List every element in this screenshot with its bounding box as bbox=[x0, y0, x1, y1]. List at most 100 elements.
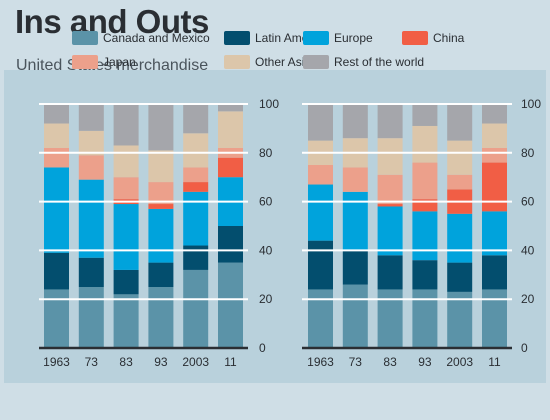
bar-segment bbox=[148, 262, 174, 287]
x-tick-label: 83 bbox=[119, 355, 133, 369]
legend: Canada and Mexico Latin America Europe Chin… bbox=[72, 27, 542, 75]
legend-swatch bbox=[402, 31, 428, 45]
y-tick-label: 0 bbox=[259, 341, 266, 355]
bar-segment bbox=[482, 104, 507, 124]
bar-segment bbox=[183, 133, 209, 168]
y-tick-label: 60 bbox=[521, 195, 535, 209]
x-tick-label: 11 bbox=[488, 355, 501, 369]
y-tick-label: 40 bbox=[521, 243, 535, 257]
bar-segment bbox=[377, 255, 403, 290]
bar-segment bbox=[218, 262, 243, 348]
bar-segment bbox=[218, 157, 243, 178]
bar-segment bbox=[447, 140, 473, 175]
chart-title: Ins and Outs bbox=[15, 3, 209, 40]
bar-segment bbox=[78, 104, 104, 131]
y-tick-label: 100 bbox=[259, 97, 279, 111]
bar-segment bbox=[342, 104, 368, 139]
x-tick-label: 73 bbox=[85, 355, 99, 369]
bar-segment bbox=[113, 177, 139, 200]
bar-segment bbox=[183, 191, 209, 246]
bar-segment bbox=[113, 204, 139, 270]
x-tick-label: 2003 bbox=[446, 355, 473, 369]
bar-segment bbox=[183, 167, 209, 183]
legend-label: China bbox=[433, 31, 465, 45]
bar-segment bbox=[148, 287, 174, 348]
x-tick-label: 2003 bbox=[182, 355, 209, 369]
bar-segment bbox=[412, 104, 438, 126]
x-tick-label: 1963 bbox=[43, 355, 70, 369]
bar-segment bbox=[183, 269, 209, 348]
y-tick-label: 0 bbox=[521, 341, 528, 355]
legend-label: Japan bbox=[103, 55, 136, 69]
x-tick-label: 1963 bbox=[307, 355, 334, 369]
bar-segment bbox=[148, 104, 174, 151]
bar-segment bbox=[148, 150, 174, 183]
bar-segment bbox=[377, 204, 403, 207]
bar-segment bbox=[148, 208, 174, 263]
legend-swatch bbox=[303, 55, 329, 69]
bar-segment bbox=[113, 294, 139, 348]
bar-segment bbox=[308, 104, 333, 141]
bar-segment bbox=[447, 104, 473, 141]
legend-swatch bbox=[303, 31, 329, 45]
legend-item: China bbox=[402, 27, 464, 49]
legend-item: Rest of the world bbox=[303, 51, 424, 73]
y-tick-label: 20 bbox=[521, 292, 535, 306]
y-tick-label: 40 bbox=[259, 243, 273, 257]
bar-segment bbox=[113, 145, 139, 178]
bar-segment bbox=[78, 257, 104, 287]
bar-segment bbox=[412, 260, 438, 290]
bar-segment bbox=[44, 104, 69, 124]
legend-swatch bbox=[72, 55, 98, 69]
bar-segment bbox=[412, 162, 438, 200]
chart-subtitle: United States merchandise bbox=[16, 57, 209, 74]
bar-segment bbox=[183, 104, 209, 134]
x-tick-label: 83 bbox=[383, 355, 397, 369]
legend-swatch bbox=[72, 31, 98, 45]
bar-segment bbox=[447, 291, 473, 348]
bar-segment bbox=[78, 179, 104, 258]
bar-segment bbox=[183, 245, 209, 270]
legend-label: Canada and Mexico bbox=[103, 31, 210, 45]
bar-segment bbox=[482, 162, 507, 212]
bar-segment bbox=[113, 104, 139, 146]
y-tick-label: 20 bbox=[259, 292, 273, 306]
legend-item: Europe bbox=[303, 27, 373, 49]
bar-segment bbox=[78, 155, 104, 180]
bar-segment bbox=[44, 147, 69, 168]
bar-segment bbox=[377, 174, 403, 205]
bar-segment bbox=[218, 111, 243, 148]
bar-segment bbox=[377, 104, 403, 139]
bar-segment bbox=[78, 287, 104, 348]
bar-segment bbox=[308, 184, 333, 241]
chart-panel: 1963 73 83 93 2003 11 0 20 40 60 80 100 1963 73 83 93 20… bbox=[4, 70, 546, 383]
bar-segment bbox=[308, 165, 333, 185]
bar-segment bbox=[447, 262, 473, 292]
chart-svg: 1963 73 83 93 2003 11 0 20 40 60 80 100 1963 73 83 93 20… bbox=[39, 97, 541, 369]
bar-segment bbox=[78, 130, 104, 156]
bar-segment bbox=[113, 269, 139, 295]
bar-segment bbox=[342, 167, 368, 192]
legend-label: Europe bbox=[334, 31, 373, 45]
bar-segment bbox=[377, 138, 403, 175]
legend-item: Canada and Mexico bbox=[72, 27, 210, 49]
x-tick-label: 11 bbox=[224, 355, 237, 369]
legend-swatch bbox=[224, 55, 250, 69]
bar-segment bbox=[148, 204, 174, 209]
y-tick-label: 100 bbox=[521, 97, 541, 111]
legend-item: Other Asia bbox=[224, 51, 311, 73]
bar-segment bbox=[377, 206, 403, 256]
bar-segment bbox=[44, 252, 69, 290]
bar-segment bbox=[308, 240, 333, 290]
bar-segment bbox=[342, 284, 368, 348]
y-tick-label: 80 bbox=[521, 146, 535, 160]
bar-segment bbox=[447, 213, 473, 263]
legend-swatch bbox=[224, 31, 250, 45]
legend-item: Japan bbox=[72, 51, 136, 73]
bar-segment bbox=[44, 123, 69, 148]
x-tick-label: 73 bbox=[349, 355, 363, 369]
x-tick-label: 93 bbox=[418, 355, 432, 369]
bar-segment bbox=[447, 174, 473, 190]
bar-segment bbox=[482, 211, 507, 256]
legend-label: Rest of the world bbox=[334, 55, 425, 69]
